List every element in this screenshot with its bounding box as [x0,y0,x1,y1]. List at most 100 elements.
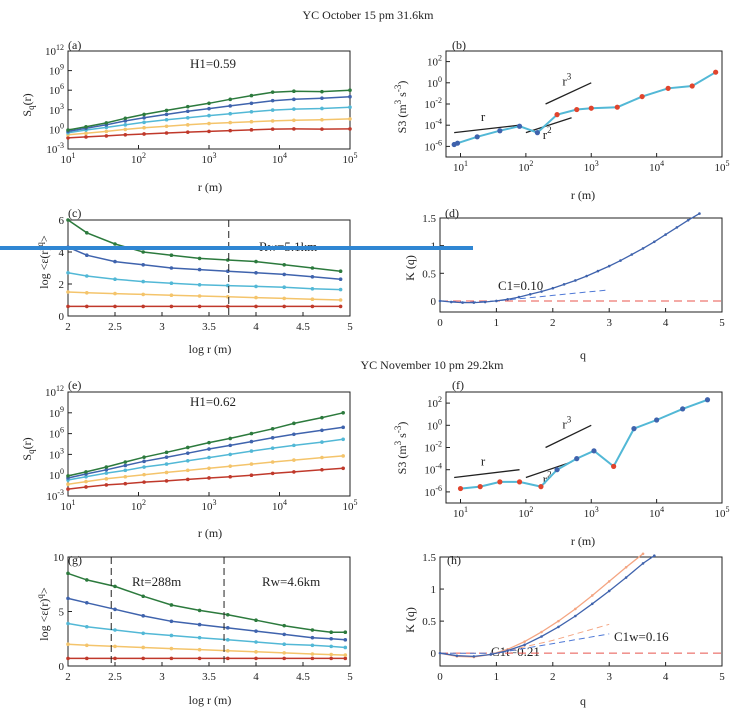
panel-c-ylabel: log <ε(r)q> [35,235,51,289]
series-point-q3 [185,115,190,120]
panel-f-label: (f) [452,378,464,392]
series-point-q4 [226,626,230,630]
series-line-q4 [67,426,344,479]
series-point-q4 [249,439,254,444]
series-point-q2 [249,119,254,124]
panel-g-annotation-rw: Rw=4.6km [262,574,320,589]
x-tick-label: 103 [202,498,217,513]
series-point-q2 [343,653,348,657]
series-point-q4 [292,432,296,437]
series-point-q2 [104,129,109,134]
reference-slope-label: r2 [543,125,552,142]
plot-frame [445,50,723,158]
series-point-q2 [270,119,275,123]
x-tick-label: 104 [272,498,287,513]
series-point-q1 [85,304,89,309]
series-point-q3 [320,106,324,111]
panel-h-annotation-c1t: C1t=0.21 [491,644,540,659]
series-point-q3 [164,117,169,122]
series-point-q2 [207,121,211,126]
s3-point [680,406,686,412]
series-line-q3 [67,438,344,481]
series-point-q5 [185,104,190,109]
s3-point [713,69,719,75]
series-point-q1 [282,304,287,309]
series-point-q1 [341,466,345,471]
panel-a-annotation: H1=0.59 [190,56,236,71]
y-tick-label: 100 [427,75,442,90]
y-tick-label: 102 [427,54,442,69]
series-point-q1 [66,304,70,309]
series-point-q5 [104,121,109,125]
series-point-q2 [185,123,190,127]
kq-point [675,226,679,229]
kq-point [574,279,577,282]
panel-d-label: (d) [445,206,459,220]
series-point-q2 [123,127,128,132]
s3-point [516,123,523,129]
series-point-q3 [197,283,202,287]
series-point-q2 [310,297,315,302]
y-tick-label: 1.5 [422,213,436,225]
kq-point [551,286,555,290]
panel-b-ylabel: S3 (m3 s-3) [393,81,409,134]
s3-point [497,128,503,134]
series-point-q5 [338,269,343,274]
s3-point [654,417,660,423]
series-point-q4 [85,600,89,605]
reference-slope-label: r3 [562,414,571,431]
y-tick-label: 10-2 [424,440,442,455]
series-point-q2 [66,482,70,487]
kq-fit-w-line [440,633,610,654]
series-point-q4 [197,267,202,272]
kq-point-t [590,594,594,597]
y-tick-label: 0 [59,311,65,323]
series-point-q1 [84,135,88,139]
series-point-q5 [164,450,169,455]
s3-point [591,448,597,454]
series-point-q1 [292,127,296,131]
s3-line [453,71,717,146]
series-line-q3 [67,622,346,649]
series-point-q2 [84,131,88,136]
series-point-q2 [292,118,296,123]
panel-g: (g) Rt=288m Rw=4.6km log r (m) log <ε(r)… [35,553,320,707]
reference-slope-label: r2 [543,470,552,487]
series-point-q5 [197,256,202,261]
series-point-q3 [113,628,117,632]
series-point-q2 [66,290,70,294]
x-tick-label: 0 [437,317,443,329]
series-point-q3 [338,287,343,292]
x-tick-label: 2 [550,317,556,329]
series-point-q5 [329,630,334,635]
kq-point-w [653,554,656,558]
series-point-q5 [310,628,315,632]
y-tick-label: 10-3 [46,141,64,156]
series-point-q5 [66,474,70,478]
kq-point [607,264,611,268]
series-point-q3 [254,640,258,644]
series-point-q4 [141,263,145,267]
series-point-q5 [292,89,296,94]
kq-point-t [607,580,611,583]
series-point-q5 [66,571,70,576]
x-tick-label: 102 [131,151,146,166]
s3-point [639,93,645,100]
x-tick-label: 2 [65,671,71,683]
y-tick-label: 1.5 [422,552,436,564]
panel-b-xlabel: r (m) [571,188,595,202]
x-tick-label: 4.5 [296,671,310,683]
s3-point [689,83,695,89]
plot-a: 101 102 103 104 105 10-3 100 103 106 109 1012 [45,43,358,166]
kq-point [641,247,645,250]
series-point-q1 [164,131,169,135]
series-point-q1 [141,656,145,661]
series-point-q1 [85,656,89,661]
series-point-q2 [197,647,202,652]
kq-point [585,274,588,278]
plot-b: 101 102 103 104 105 10-6 10-4 10-2 100 102 r r2 r3 [424,50,730,174]
series-point-q1 [320,127,324,131]
series-point-q5 [270,426,275,431]
reference-slope-line [525,117,572,134]
x-tick-label: 104 [272,151,287,166]
